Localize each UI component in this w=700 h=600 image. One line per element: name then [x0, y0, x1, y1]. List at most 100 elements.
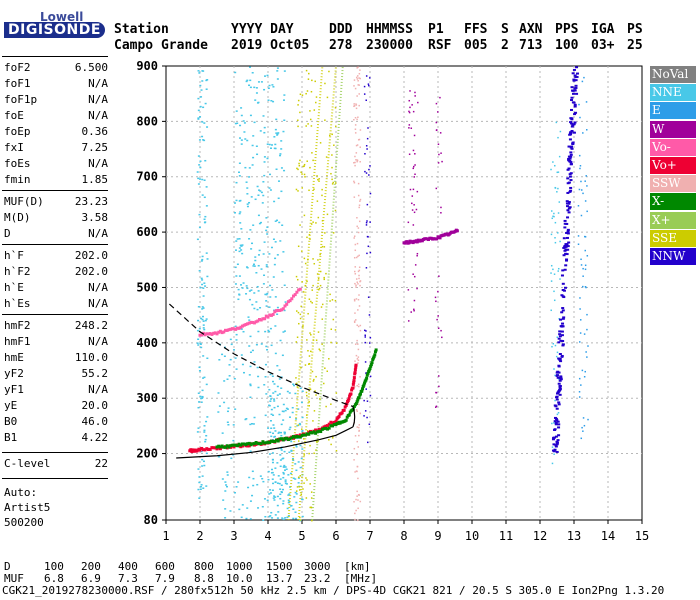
echo-dot-nnw: [365, 99, 367, 102]
echo-dot-nne: [249, 383, 252, 386]
echo-dot-nne: [301, 390, 304, 392]
echo-dot-nnw: [366, 203, 369, 206]
muf-label: MUF: [4, 572, 24, 585]
nnw-trace-point: [557, 357, 561, 360]
echo-dot-ssw: [353, 321, 356, 324]
echo-dot-w: [413, 204, 415, 206]
echo-dot-sse: [331, 154, 333, 156]
echo-dot-ssw: [358, 269, 361, 272]
echo-dot-nne: [252, 263, 255, 266]
nnw-trace-point: [554, 423, 558, 426]
echo-dot-nne: [280, 148, 283, 150]
echo-dot-nne: [285, 407, 288, 410]
series-point-x: [276, 439, 280, 443]
echo-dot-nne: [262, 181, 265, 183]
echo-dot-nne: [282, 403, 285, 406]
echo-dot-nne: [295, 469, 298, 472]
echo-dot-w: [435, 405, 438, 408]
echo-dot-nne: [283, 70, 286, 72]
echo-dot-nne: [270, 413, 273, 416]
echo-dot-e: [583, 424, 586, 427]
nnw-trace-point: [565, 253, 569, 256]
param-value: N/A: [88, 109, 108, 122]
nnw-trace-point: [556, 376, 560, 379]
echo-dot-nne: [276, 482, 279, 484]
echo-dot-nne: [266, 348, 269, 351]
series-point-x: [366, 371, 370, 375]
echo-dot-nne: [258, 189, 261, 191]
nnw-trace-point: [571, 142, 575, 145]
echo-dot-nnw: [369, 192, 372, 195]
echo-dot-e: [581, 369, 584, 372]
series-point-x: [281, 438, 285, 442]
echo-dot-sse: [299, 224, 301, 226]
oblique-trace: [311, 65, 344, 521]
echo-dot-nne: [557, 136, 559, 139]
echo-dot-nne: [239, 124, 242, 127]
echo-dot-sse: [319, 253, 321, 256]
echo-dot-e: [582, 275, 584, 277]
series-point-vo: [331, 421, 335, 425]
echo-dot-nnw: [369, 251, 372, 254]
echo-dot-nnw: [369, 337, 372, 339]
echo-dot-w: [437, 143, 440, 145]
echo-dot-nne: [239, 284, 242, 286]
echo-dot-e: [586, 255, 589, 257]
echo-dot-nne: [197, 319, 200, 322]
series-point-x: [331, 424, 335, 428]
echo-dot-nne: [265, 265, 268, 268]
echo-dot-nne: [202, 287, 205, 289]
echo-dot-nne: [226, 471, 229, 473]
nnw-trace-point: [575, 66, 579, 69]
echo-dot-sse: [310, 125, 313, 127]
echo-dot-nne: [274, 143, 277, 146]
nnw-trace-point: [553, 416, 557, 419]
nnw-trace-point: [576, 72, 580, 75]
echo-dot-sse: [299, 475, 302, 477]
echo-dot-sse: [309, 332, 311, 334]
echo-dot-w: [437, 111, 439, 113]
series-point-x: [373, 350, 377, 354]
echo-dot-e: [584, 200, 587, 202]
echo-dot-nne: [273, 398, 276, 400]
param-name: hmF2: [4, 319, 31, 332]
echo-dot-ssw: [358, 204, 361, 206]
echo-dot-nne: [276, 495, 279, 498]
echo-dot-nne: [257, 386, 260, 389]
echo-dot-nne: [253, 265, 256, 267]
nnw-trace-point: [555, 419, 559, 422]
echo-dot-nne: [272, 482, 275, 485]
echo-dot-ssw: [354, 312, 356, 314]
param-row: yE 20.0: [4, 398, 108, 414]
series-point-vo: [297, 288, 301, 292]
echo-dot-nne: [197, 97, 200, 100]
echo-dot-nnw: [363, 415, 365, 417]
echo-dot-e: [578, 188, 581, 191]
echo-dot-sse: [307, 123, 309, 125]
echo-dot-nne: [234, 202, 237, 204]
nnw-trace-point: [565, 258, 569, 261]
echo-dot-ssw: [358, 385, 360, 388]
series-point-vo: [207, 447, 210, 451]
echo-dot-nne: [301, 430, 304, 433]
echo-dot-nne: [250, 289, 253, 291]
echo-dot-nne: [205, 79, 208, 82]
series-point-x: [234, 443, 238, 447]
nnw-trace-point: [559, 360, 563, 363]
series-point-vo: [350, 388, 354, 392]
series-point-x: [303, 433, 307, 437]
series-point-x: [261, 440, 265, 444]
echo-dot-w: [441, 336, 443, 339]
echo-dot-ssw: [354, 360, 356, 362]
echo-dot-nne: [197, 406, 200, 409]
echo-dot-w: [440, 152, 442, 154]
echo-dot-nne: [287, 494, 290, 496]
series-point-x: [232, 443, 236, 447]
series-point-vo: [293, 293, 297, 297]
echo-dot-sse: [297, 476, 300, 479]
echo-dot-nne: [269, 296, 272, 298]
echo-dot-nne: [289, 505, 292, 507]
topside-profile: [168, 303, 354, 408]
echo-dot-sse: [319, 398, 321, 400]
echo-dot-nne: [203, 425, 206, 427]
